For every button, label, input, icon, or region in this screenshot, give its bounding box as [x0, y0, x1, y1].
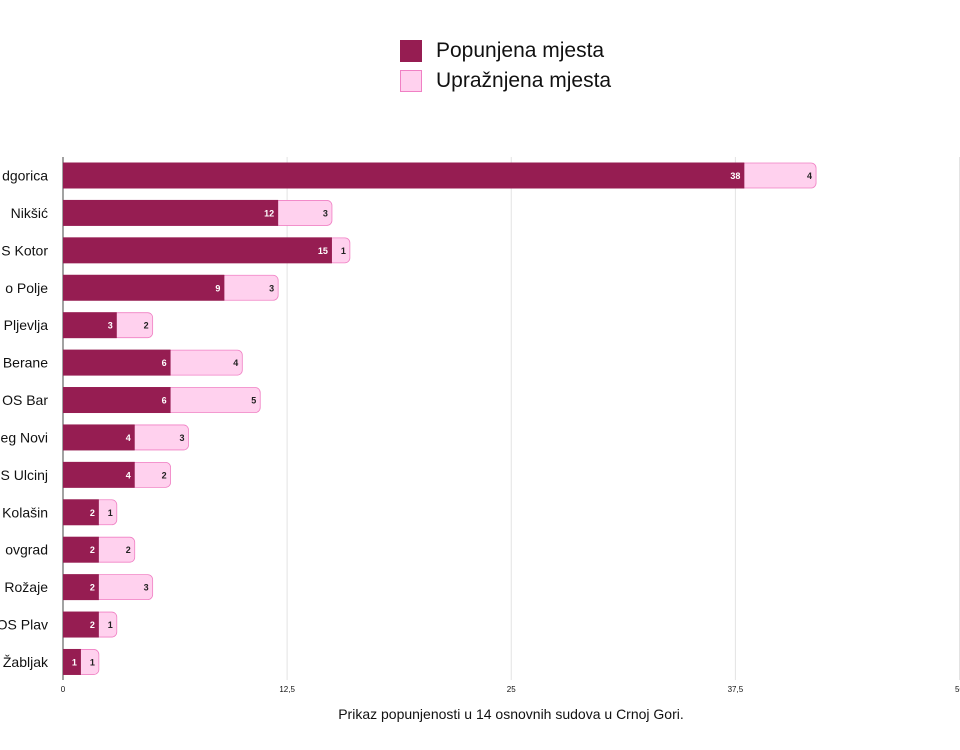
bar-filled — [63, 349, 171, 376]
data-label-vacant: 2 — [126, 545, 131, 555]
data-label-filled: 6 — [162, 358, 167, 368]
category-label: dgorica — [2, 168, 48, 184]
data-label-vacant: 3 — [269, 283, 274, 293]
legend-swatch-filled — [400, 40, 422, 62]
data-label-vacant: 1 — [108, 620, 113, 630]
data-label-filled: 2 — [90, 620, 95, 630]
data-label-vacant: 3 — [179, 433, 184, 443]
bar-filled — [63, 648, 81, 675]
data-label-filled: 2 — [90, 545, 95, 555]
data-label-filled: 6 — [162, 396, 167, 406]
bar-filled — [63, 237, 332, 264]
legend-label-vacant: Upražnjena mjesta — [436, 69, 612, 92]
x-tick-label: 50 — [955, 685, 960, 694]
chart-caption: Prikaz popunjenosti u 14 osnovnih sudova… — [338, 706, 684, 722]
data-label-vacant: 3 — [323, 208, 328, 218]
bar-filled — [63, 461, 135, 488]
data-label-vacant: 1 — [90, 657, 95, 667]
bar-filled — [63, 536, 99, 563]
legend-item-vacant: Upražnjena mjesta — [400, 66, 611, 96]
category-label: OS Bar — [2, 392, 48, 408]
data-label-filled: 3 — [108, 321, 113, 331]
data-label-vacant: 1 — [108, 508, 113, 518]
data-label-filled: 12 — [264, 208, 274, 218]
category-label: Žabljak — [3, 654, 49, 670]
bar-filled — [63, 162, 745, 189]
chart-legend: Popunjena mjesta Upražnjena mjesta — [400, 36, 611, 96]
category-label: o Polje — [5, 280, 48, 296]
data-label-filled: 2 — [90, 508, 95, 518]
data-label-vacant: 3 — [144, 583, 149, 593]
category-label: OS Plav — [0, 617, 48, 633]
bar-filled — [63, 274, 225, 301]
category-label: Nikšić — [11, 205, 48, 221]
data-label-filled: 15 — [318, 246, 328, 256]
category-label: Berane — [3, 355, 48, 371]
bar-filled — [63, 312, 117, 339]
data-label-filled: 4 — [126, 433, 131, 443]
data-label-filled: 38 — [730, 171, 740, 181]
data-label-vacant: 2 — [162, 470, 167, 480]
data-label-filled: 9 — [215, 283, 220, 293]
bar-vacant — [166, 387, 261, 413]
category-label: ovgrad — [5, 542, 48, 558]
category-label: Pljevlja — [4, 317, 49, 333]
data-label-vacant: 5 — [251, 396, 256, 406]
bar-filled — [63, 611, 99, 638]
data-label-filled: 4 — [126, 470, 131, 480]
data-label-vacant: 4 — [233, 358, 238, 368]
data-label-filled: 1 — [72, 657, 77, 667]
data-label-vacant: 2 — [144, 321, 149, 331]
x-tick-label: 37,5 — [728, 685, 744, 694]
data-label-filled: 2 — [90, 583, 95, 593]
bar-filled — [63, 574, 99, 601]
data-label-vacant: 4 — [807, 171, 812, 181]
x-tick-label: 12,5 — [279, 685, 295, 694]
bar-vacant — [166, 349, 243, 376]
legend-swatch-vacant — [400, 70, 422, 92]
bar-filled — [63, 499, 99, 526]
category-label: Rožaje — [4, 579, 48, 595]
x-tick-label: 0 — [61, 685, 66, 694]
bar-filled — [63, 387, 171, 414]
legend-label-filled: Popunjena mjesta — [436, 39, 605, 62]
bar-vacant — [739, 162, 817, 189]
category-label: S Kotor — [1, 242, 48, 258]
legend-item-filled: Popunjena mjesta — [400, 36, 611, 66]
bar-filled — [63, 424, 135, 451]
category-label: S Ulcinj — [1, 467, 48, 483]
data-label-vacant: 1 — [341, 246, 346, 256]
bar-filled — [63, 199, 279, 226]
category-label: eg Novi — [1, 429, 48, 445]
category-label: Kolašin — [2, 504, 48, 520]
x-tick-label: 25 — [507, 685, 516, 694]
